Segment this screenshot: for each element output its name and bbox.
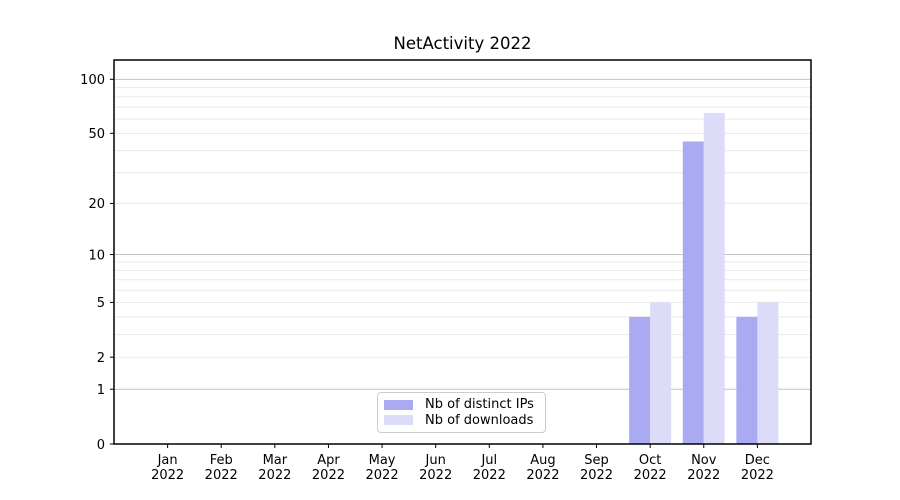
legend-item-distinct-ips: Nb of distinct IPs — [384, 397, 537, 412]
x-tick-label-year: 2022 — [312, 468, 345, 483]
x-tick-label-year: 2022 — [526, 468, 559, 483]
x-tick-label-month: Feb — [210, 453, 233, 468]
x-tick-label-month: Dec — [745, 453, 770, 468]
y-tick-label: 10 — [88, 248, 105, 263]
bar-downloads-dec — [757, 302, 779, 444]
x-tick-label-year: 2022 — [580, 468, 613, 483]
legend-label-downloads: Nb of downloads — [425, 412, 534, 428]
bar-distinct-ips-dec — [736, 316, 758, 444]
y-tick-label: 20 — [88, 197, 105, 212]
x-tick-label-year: 2022 — [741, 468, 774, 483]
x-tick-label-year: 2022 — [687, 468, 720, 483]
x-tick-label-month: Jan — [157, 453, 178, 468]
x-tick-label-month: Mar — [263, 453, 288, 468]
y-tick-label: 5 — [97, 296, 105, 311]
x-tick-label-month: Sep — [584, 453, 609, 468]
bar-downloads-nov — [703, 112, 725, 445]
x-tick-label-year: 2022 — [473, 468, 506, 483]
x-tick-label-month: Nov — [691, 453, 717, 468]
x-tick-label-year: 2022 — [634, 468, 667, 483]
y-tick-label: 2 — [97, 351, 105, 366]
x-tick-label-year: 2022 — [419, 468, 452, 483]
bar-downloads-oct — [650, 302, 672, 444]
legend-swatch-downloads-icon — [384, 415, 413, 426]
x-tick-label-month: Jun — [425, 453, 446, 468]
y-tick-label: 1 — [97, 383, 105, 398]
x-tick-label-year: 2022 — [151, 468, 184, 483]
x-tick-label-year: 2022 — [366, 468, 399, 483]
x-tick-label-year: 2022 — [258, 468, 291, 483]
plot-border — [113, 59, 812, 445]
legend-swatch-distinct-ips-icon — [384, 399, 413, 410]
legend-item-downloads: Nb of downloads — [384, 413, 537, 428]
x-tick-label-month: Aug — [530, 453, 555, 468]
y-tick-label: 0 — [97, 438, 105, 453]
x-tick-label-month: Oct — [639, 453, 661, 468]
bar-distinct-ips-nov — [682, 141, 704, 444]
legend: Nb of distinct IPs Nb of downloads — [377, 392, 546, 433]
x-tick-label-month: Jul — [480, 453, 497, 468]
x-tick-label-month: May — [369, 453, 396, 468]
y-tick-label: 50 — [88, 127, 105, 142]
y-tick-label: 100 — [80, 73, 105, 88]
x-tick-label-month: Apr — [317, 453, 340, 468]
bar-distinct-ips-oct — [629, 316, 651, 444]
chart-title: NetActivity 2022 — [393, 34, 532, 53]
x-tick-label-year: 2022 — [205, 468, 238, 483]
legend-label-distinct-ips: Nb of distinct IPs — [425, 397, 534, 413]
